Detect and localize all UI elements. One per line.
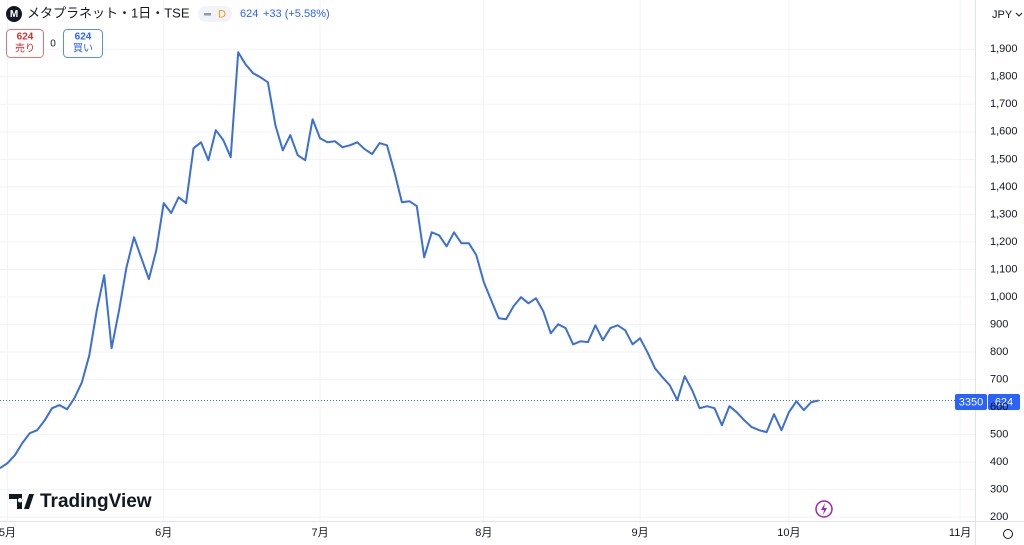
y-tick-label: 1,200 [990, 236, 1018, 248]
y-tick-label: 1,100 [990, 263, 1018, 275]
sell-label: 売り [15, 42, 35, 55]
status: D [218, 8, 226, 20]
symbol-logo[interactable] [6, 6, 22, 22]
change: +33 (+5.58%) [263, 8, 330, 20]
y-tick-label: 500 [990, 428, 1008, 440]
y-tick-label: 1,400 [990, 181, 1018, 193]
x-tick-label: 11月 [949, 527, 971, 539]
x-tick-label: 6月 [155, 527, 172, 539]
buy-price: 624 [75, 32, 92, 43]
grid [0, 0, 975, 521]
settings-button[interactable] [1003, 529, 1013, 539]
symbol-title[interactable]: メタプラネット・1日・TSE [27, 5, 190, 20]
y-tick-label: 800 [990, 346, 1008, 358]
y-tick-label: 1,500 [990, 153, 1018, 165]
buy-label: 買い [73, 43, 93, 55]
x-tick-label: 9月 [632, 527, 649, 539]
y-tick-label: 300 [990, 484, 1008, 496]
brand: TradingView [40, 491, 152, 512]
sell-button[interactable] [6, 29, 44, 58]
currency-caret [1015, 12, 1023, 17]
x-tick-label: 5月 [0, 527, 16, 539]
logo-letter: M [10, 9, 18, 20]
last-price: 624 [995, 396, 1013, 408]
status-icon [204, 13, 211, 16]
y-tick-label: 600 [990, 401, 1008, 413]
plot [0, 51, 975, 470]
status-pill [198, 6, 232, 22]
y-tick-label: 1,900 [990, 43, 1018, 55]
x-tick-label: 7月 [311, 527, 328, 539]
y-tick-label: 1,800 [990, 71, 1018, 83]
y-tick-label: 700 [990, 373, 1008, 385]
y-tick-label: 900 [990, 318, 1008, 330]
price-line [0, 51, 819, 470]
y-tick-label: 200 [990, 511, 1008, 523]
buy-button[interactable] [63, 29, 103, 58]
y-tick-label: 1,300 [990, 208, 1018, 220]
y-tick-label: 1,600 [990, 126, 1018, 138]
y-tick-label: 1,700 [990, 98, 1018, 110]
y-tick-label: 1,000 [990, 291, 1018, 303]
brand-logo [9, 494, 34, 509]
price: 624 [240, 8, 258, 20]
y-tick-label: 400 [990, 456, 1008, 468]
countdown-badge [955, 394, 987, 410]
countdown: 3350 [959, 396, 983, 408]
last-price-badge [988, 394, 1020, 410]
x-tick-label: 8月 [475, 527, 492, 539]
x-tick-label: 10月 [777, 527, 800, 539]
events-icon [821, 503, 827, 515]
spread: 0 [50, 39, 56, 50]
currency[interactable]: JPY [992, 9, 1013, 21]
sell-price: 624 [17, 32, 34, 43]
